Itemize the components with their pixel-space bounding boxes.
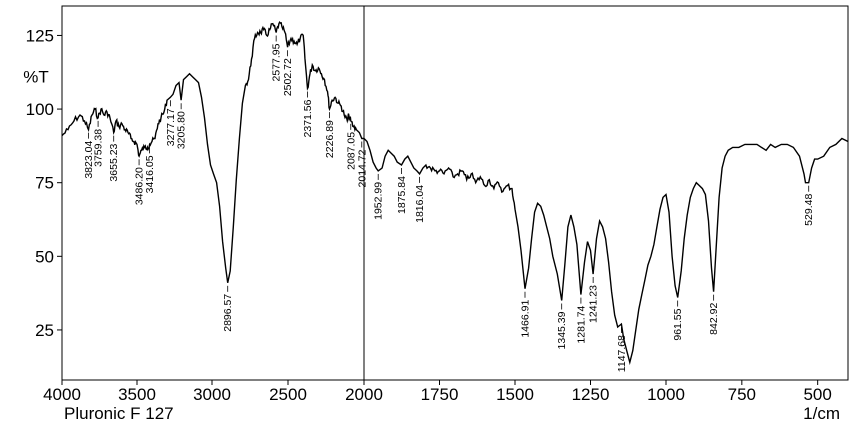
x-tick-label: 1000: [647, 385, 685, 404]
peak-label: 2087.05: [345, 132, 357, 170]
axes: 4000 3500 3000 2500 2000 1750 1500 1250 1000 750 5…: [23, 26, 832, 404]
series-layer: [61, 20, 849, 366]
peak-label: 1875.84: [396, 176, 408, 214]
peak-label: 529.48: [803, 194, 815, 226]
y-tick-label: 50: [35, 247, 54, 266]
x-tick-label: 2000: [345, 385, 383, 404]
peak-label: 1345.39: [556, 311, 568, 349]
x-tick-label: 1750: [421, 385, 459, 404]
y-tick-label: 25: [35, 321, 54, 340]
peak-label: 1466.91: [520, 300, 532, 338]
plot-frame: [61, 5, 849, 381]
peak-label: 3416.05: [144, 155, 156, 193]
peak-label: 3655.23: [108, 143, 120, 181]
x-tick-label: 750: [728, 385, 756, 404]
peak-label: 842.92: [708, 303, 720, 335]
peak-label: 2896.57: [222, 294, 234, 332]
peak-label: 2226.89: [324, 120, 336, 158]
y-axis-label: %T: [23, 68, 49, 87]
peak-label: 2502.72: [282, 58, 294, 96]
x-tick-label: 3500: [118, 385, 156, 404]
spectrum-line: [61, 20, 849, 366]
peak-label: 3277.17: [165, 108, 177, 146]
sample-label: Pluronic F 127: [64, 404, 174, 423]
peak-label: 3205.80: [176, 111, 188, 149]
peak-label: 2014.72: [356, 149, 368, 187]
peak-label: 3823.04: [83, 141, 95, 179]
y-tick-label: 75: [35, 174, 54, 193]
peak-label: 3759.38: [93, 129, 105, 167]
x-tick-label: 4000: [43, 385, 81, 404]
x-tick-label: 3000: [193, 385, 231, 404]
peak-label: 1952.99: [373, 182, 385, 220]
plot-border: [61, 5, 849, 381]
x-axis-unit-label: 1/cm: [803, 404, 840, 423]
peak-label: 1281.74: [575, 305, 587, 343]
peak-label: 1816.04: [414, 185, 426, 223]
peak-label: 961.55: [672, 308, 684, 340]
peak-label: 2371.56: [302, 99, 314, 137]
x-tick-label: 500: [803, 385, 831, 404]
y-tick-label: 100: [26, 100, 54, 119]
peak-label: 3486.20: [134, 167, 146, 205]
x-tick-label: 1250: [572, 385, 610, 404]
x-tick-label: 1500: [496, 385, 534, 404]
y-tick-label: 125: [26, 26, 54, 45]
peak-label: 2577.95: [271, 43, 283, 81]
peak-label: 1241.23: [588, 285, 600, 323]
x-tick-label: 2500: [269, 385, 307, 404]
peak-label: 1147.68: [616, 335, 628, 372]
